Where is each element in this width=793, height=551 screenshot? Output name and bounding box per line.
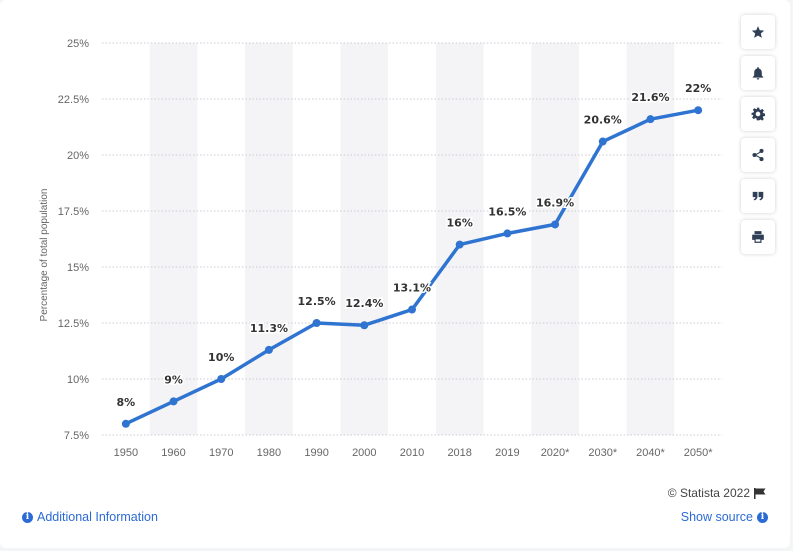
data-label: 8%	[117, 396, 136, 409]
background-band	[626, 43, 675, 435]
bell-icon	[752, 67, 764, 80]
data-label: 10%	[208, 351, 234, 364]
background-band	[245, 43, 293, 435]
data-point[interactable]	[503, 229, 512, 238]
data-point[interactable]	[598, 137, 607, 146]
x-tick-label: 2000	[352, 447, 376, 459]
data-labels: 8% 9% 10% 11.3% 12.5% 12.4% 13.1% 16% 16.5% 16.9%…	[115, 81, 713, 411]
alternating-bands	[149, 43, 675, 435]
data-label: 9%	[164, 373, 183, 386]
y-tick-label: 22.5%	[58, 94, 89, 106]
share-button[interactable]	[741, 138, 775, 172]
background-band	[531, 43, 579, 435]
data-label: 16.5%	[488, 205, 526, 218]
data-label: 22%	[685, 82, 711, 95]
gear-icon	[751, 107, 765, 121]
bell-button[interactable]	[741, 56, 775, 90]
data-point[interactable]	[646, 115, 655, 124]
x-tick-label: 2050*	[684, 447, 713, 459]
y-tick-label: 17.5%	[58, 206, 89, 218]
x-tick-label: 2019	[495, 447, 519, 459]
additional-information-link[interactable]: i Additional Information	[22, 510, 158, 524]
data-label: 12.5%	[298, 295, 336, 308]
y-tick-label: 15%	[67, 262, 89, 274]
show-source-link[interactable]: Show source i	[681, 510, 768, 524]
y-axis-label: Percentage of total population	[39, 189, 50, 322]
x-tick-label: 1950	[114, 447, 138, 459]
x-tick-label: 2030*	[588, 447, 617, 459]
print-icon	[752, 231, 764, 243]
background-band	[435, 43, 484, 435]
data-point[interactable]	[217, 375, 226, 383]
x-axis-ticks: 1950 1960 1970 1980 1990 2000 2010 2018 2019 2020…	[114, 447, 714, 459]
background-band	[149, 43, 198, 435]
data-label: 12.4%	[345, 297, 383, 310]
data-label: 16%	[447, 217, 473, 230]
share-icon	[752, 148, 764, 162]
info-icon: i	[757, 511, 768, 523]
settings-button[interactable]	[741, 97, 775, 131]
cite-button[interactable]	[741, 179, 775, 213]
data-label: 20.6%	[584, 114, 622, 127]
y-tick-label: 7.5%	[64, 430, 89, 442]
line-chart: 7.5% 10% 12.5% 15% 17.5% 20% 22.5% 25% 1950 1960…	[39, 38, 722, 459]
x-tick-label: 1980	[257, 447, 281, 459]
data-point[interactable]	[264, 345, 273, 354]
x-tick-label: 1990	[304, 447, 328, 459]
y-tick-label: 25%	[67, 38, 89, 50]
x-tick-label: 2020*	[541, 447, 570, 459]
y-tick-label: 12.5%	[58, 318, 89, 330]
x-tick-label: 2018	[447, 447, 471, 459]
data-points	[121, 106, 703, 428]
print-button[interactable]	[741, 220, 775, 254]
additional-information-label: Additional Information	[37, 510, 158, 524]
data-point[interactable]	[551, 220, 560, 229]
star-button[interactable]	[741, 15, 775, 49]
data-point[interactable]	[312, 319, 321, 327]
x-tick-label: 2010	[400, 447, 424, 459]
quote-icon	[752, 191, 764, 201]
data-label: 11.3%	[250, 322, 288, 335]
show-source-label: Show source	[680, 510, 753, 524]
flag-icon	[754, 487, 766, 499]
data-label: 21.6%	[631, 91, 669, 104]
data-point[interactable]	[408, 305, 416, 314]
background-band	[340, 43, 389, 435]
x-tick-label: 2040*	[636, 447, 665, 459]
data-point[interactable]	[455, 240, 464, 249]
data-point[interactable]	[694, 106, 703, 115]
info-icon: i	[22, 511, 33, 523]
data-label: 16.9%	[536, 196, 574, 209]
data-point[interactable]	[360, 321, 369, 330]
y-tick-label: 10%	[67, 374, 89, 386]
toolbar	[741, 15, 777, 261]
statista-credit[interactable]: © Statista 2022	[668, 486, 766, 500]
data-label: 13.1%	[393, 282, 431, 295]
data-point[interactable]	[169, 397, 178, 406]
star-icon	[751, 26, 765, 38]
x-tick-label: 1970	[209, 447, 233, 459]
data-point[interactable]	[121, 419, 130, 428]
y-tick-label: 20%	[67, 150, 89, 162]
x-tick-label: 1960	[161, 447, 185, 459]
credit-text: © Statista 2022	[667, 486, 750, 500]
y-axis-ticks: 7.5% 10% 12.5% 15% 17.5% 20% 22.5% 25%	[58, 38, 89, 442]
